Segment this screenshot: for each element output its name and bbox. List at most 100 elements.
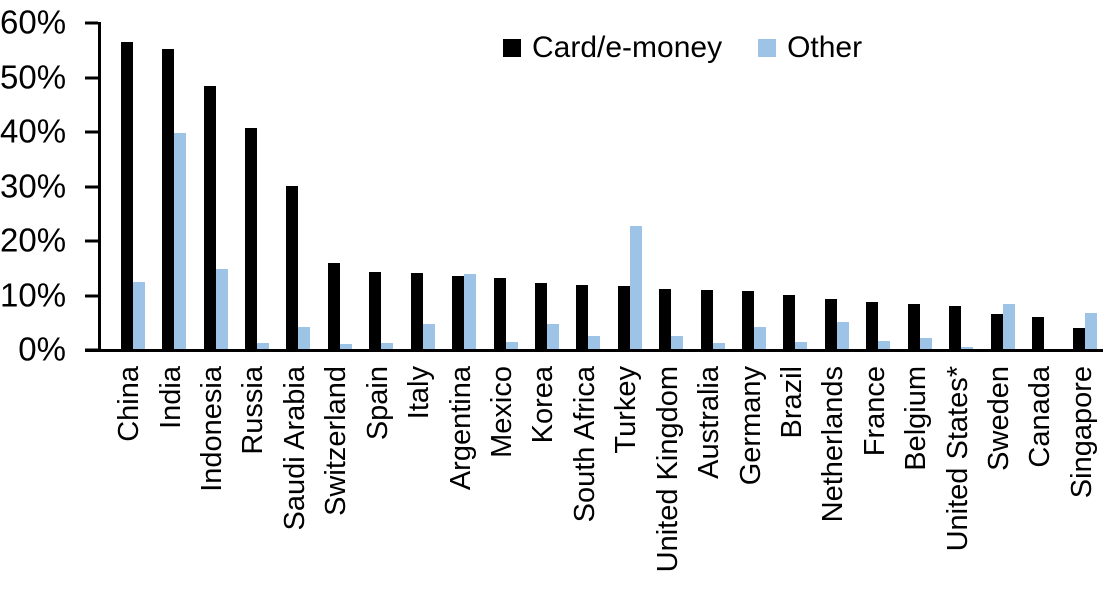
bar-group-germany — [733, 22, 774, 349]
x-axis-label: Belgium — [900, 366, 933, 471]
x-axis-label-cell: Argentina — [440, 366, 481, 572]
x-axis-label-cell: Mexico — [482, 366, 523, 572]
x-axis-label-cell: Russia — [233, 366, 274, 572]
x-axis-labels: China India Indonesia Russia Saudi Arabia Swi… — [98, 366, 1103, 572]
card-emoney-bar — [1073, 327, 1086, 349]
y-axis-tick-mark — [85, 294, 98, 297]
x-axis-label: United States* — [941, 366, 974, 552]
bar-group-brazil — [775, 22, 816, 349]
bar-group-indonesia — [195, 22, 236, 349]
x-axis-label: Singapore — [1065, 366, 1098, 499]
x-axis-label: China — [113, 366, 146, 442]
bar-group-france — [858, 22, 899, 349]
other-bar — [588, 336, 601, 349]
y-axis-tick-label: 20% — [0, 221, 67, 259]
x-axis-label: Korea — [527, 366, 560, 444]
x-axis-label-cell: Belgium — [896, 366, 937, 572]
card-emoney-bar — [203, 86, 216, 349]
bar-group-south-africa — [568, 22, 609, 349]
other-bar — [174, 132, 187, 349]
bar-group-sweden — [982, 22, 1023, 349]
x-axis-label-cell: South Africa — [565, 366, 606, 572]
bar-group-netherlands — [816, 22, 857, 349]
x-axis-label-cell: China — [109, 366, 150, 572]
other-bar — [795, 341, 808, 349]
card-emoney-bar — [452, 275, 465, 349]
y-axis-tick-label: 0% — [18, 330, 66, 368]
x-axis-label-cell: Brazil — [772, 366, 813, 572]
x-axis-label: India — [154, 366, 187, 429]
bar-group-china — [112, 22, 153, 349]
other-bar — [464, 273, 477, 349]
other-bar — [132, 281, 145, 349]
other-bar — [422, 324, 435, 349]
card-emoney-bar — [576, 285, 589, 349]
legend-item-other: Other — [758, 33, 862, 63]
x-axis-label-cell: Netherlands — [813, 366, 854, 572]
x-axis-label: Brazil — [775, 366, 808, 439]
card-emoney-bar — [700, 290, 713, 349]
y-axis-tick-label: 40% — [0, 112, 67, 150]
x-axis-line — [85, 349, 1103, 352]
other-bar — [961, 346, 974, 349]
x-axis-label: Netherlands — [817, 366, 850, 523]
x-axis-label: Canada — [1024, 366, 1057, 468]
bars — [101, 22, 1106, 349]
other-bar — [215, 269, 228, 349]
x-axis-label: Australia — [693, 366, 726, 479]
card-emoney-bar — [659, 289, 672, 349]
x-axis-label-cell: Australia — [689, 366, 730, 572]
x-axis-label: Argentina — [444, 366, 477, 491]
x-axis-label: United Kingdom — [651, 366, 684, 573]
x-axis-label-cell: Italy — [399, 366, 440, 572]
other-legend-label: Other — [787, 31, 863, 64]
y-axis-tick-label: 10% — [0, 276, 67, 313]
bar-group-canada — [1023, 22, 1064, 349]
bar-group-switzerland — [319, 22, 360, 349]
bar-group-spain — [361, 22, 402, 349]
y-axis-tick-label: 50% — [0, 58, 67, 95]
other-bar — [712, 343, 725, 349]
x-axis-label: Turkey — [610, 366, 643, 454]
x-axis-label-cell: Saudi Arabia — [275, 366, 316, 572]
card-emoney-bar — [120, 42, 133, 349]
x-axis-label-cell: France — [855, 366, 896, 572]
card-emoney-bar — [949, 305, 962, 349]
x-axis-label: Russia — [237, 366, 270, 455]
x-axis-label: Indonesia — [196, 366, 229, 492]
card-emoney-bar — [783, 294, 796, 349]
bar-group-argentina — [443, 22, 484, 349]
x-axis-label-cell: United Kingdom — [647, 366, 688, 572]
bar-group-italy — [402, 22, 443, 349]
bar-group-india — [153, 22, 194, 349]
x-axis-label-cell: Turkey — [606, 366, 647, 572]
card-emoney-bar — [244, 127, 257, 349]
other-bar — [671, 335, 684, 349]
card-emoney-bar — [369, 271, 382, 349]
card-emoney-bar — [286, 186, 299, 349]
bar-group-united-kingdom — [650, 22, 691, 349]
x-axis-label: Mexico — [486, 366, 518, 458]
card-emoney-bar — [410, 272, 423, 349]
card-emoney-bar — [990, 313, 1003, 349]
other-bar — [505, 341, 518, 349]
x-axis-label: Italy — [403, 366, 436, 420]
x-axis-label-cell: Germany — [730, 366, 771, 572]
card-emoney-bar — [327, 263, 340, 349]
other-bar — [754, 327, 767, 349]
x-axis-label: South Africa — [568, 366, 601, 523]
bar-group-saudi-arabia — [278, 22, 319, 349]
bar-group-australia — [692, 22, 733, 349]
card-emoney-bar — [742, 291, 755, 349]
card-emoney-bar — [534, 282, 547, 349]
y-axis-tick-mark — [85, 21, 98, 25]
x-axis-label-cell: Korea — [523, 366, 564, 572]
x-axis-label-cell: Singapore — [1062, 366, 1103, 572]
other-bar — [546, 323, 559, 349]
other-bar — [1085, 313, 1098, 349]
bar-group-mexico — [485, 22, 526, 349]
other-bar — [836, 322, 849, 349]
bar-group-belgium — [899, 22, 940, 349]
other-bar — [1002, 304, 1015, 349]
